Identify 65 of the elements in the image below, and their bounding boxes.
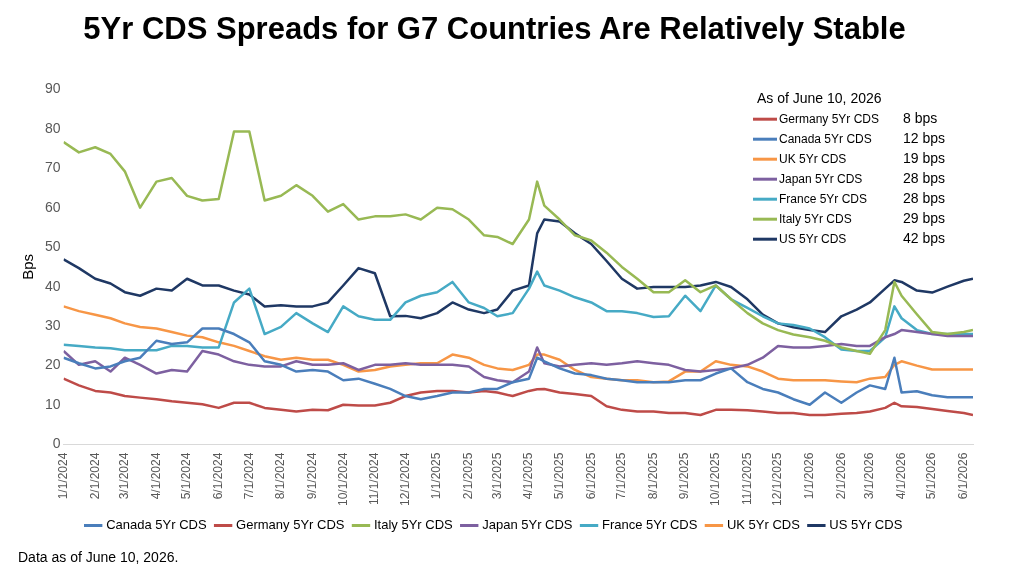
y-tick-label: 80 xyxy=(44,119,61,136)
x-tick-label: 11/1/2025 xyxy=(739,452,754,506)
x-tick-label: 1/1/2024 xyxy=(55,452,70,500)
y-tick-label: 10 xyxy=(44,395,61,412)
x-tick-label: 8/1/2025 xyxy=(645,452,660,500)
y-tick-label: 40 xyxy=(44,277,61,294)
x-tick-label: 11/1/2024 xyxy=(367,452,382,506)
annotation: 28 bps xyxy=(903,170,946,187)
x-tick-label: 2/1/2026 xyxy=(833,452,848,500)
legend-label: Japan 5Yr CDS xyxy=(482,517,573,533)
legend-label: France 5Yr CDS xyxy=(602,517,698,533)
x-tick-label: 5/1/2024 xyxy=(179,452,194,500)
x-tick-label: 12/1/2024 xyxy=(397,452,412,507)
x-tick-label: 4/1/2026 xyxy=(893,452,908,500)
legend-label: US 5Yr CDS xyxy=(829,517,903,533)
x-tick-label: 10/1/2024 xyxy=(335,452,350,507)
x-tick-label: 12/1/2025 xyxy=(770,452,785,507)
x-tick-label: 7/1/2024 xyxy=(241,452,256,500)
legend-label: UK 5Yr CDS xyxy=(726,517,801,533)
x-tick-label: 2/1/2024 xyxy=(87,452,102,500)
x-tick-label: 9/1/2025 xyxy=(677,452,692,500)
x-tick-label: 3/1/2024 xyxy=(117,452,132,500)
annotation: As of June 10, 2026 xyxy=(757,90,882,107)
y-tick-label: 70 xyxy=(44,159,61,176)
legend-label: Germany 5Yr CDS xyxy=(236,517,345,533)
x-tick-label: 5/1/2026 xyxy=(924,452,939,500)
x-tick-label: 8/1/2024 xyxy=(273,452,288,500)
x-tick-label: 7/1/2025 xyxy=(614,452,629,500)
annotation: 12 bps xyxy=(903,130,946,147)
x-tick-label: 1/1/2026 xyxy=(802,452,816,500)
annotation: Germany 5Yr CDS xyxy=(779,111,880,126)
x-tick-label: 4/1/2025 xyxy=(521,452,536,500)
x-tick-label: 1/1/2025 xyxy=(429,452,444,500)
y-axis-title: Bps xyxy=(19,253,37,280)
annotation: 29 bps xyxy=(903,210,946,227)
y-tick-label: 0 xyxy=(52,435,61,452)
y-tick-label: 50 xyxy=(44,238,61,255)
x-tick-label: 5/1/2025 xyxy=(551,452,566,500)
annotation: Canada 5Yr CDS xyxy=(779,131,872,146)
annotation: 42 bps xyxy=(903,230,946,247)
annotation: UK 5Yr CDS xyxy=(779,151,847,166)
x-tick-label: 6/1/2025 xyxy=(583,452,598,500)
annotation: US 5Yr CDS xyxy=(779,231,847,246)
annotation: 8 bps xyxy=(903,110,938,127)
y-tick-label: 30 xyxy=(44,317,61,333)
annotation: 28 bps xyxy=(903,190,946,207)
text: Data as of June 10, 2026. xyxy=(18,548,179,565)
y-tick-label: 60 xyxy=(44,198,61,215)
x-tick-label: 4/1/2024 xyxy=(148,452,163,500)
x-tick-label: 6/1/2026 xyxy=(956,452,971,500)
legend-label: Canada 5Yr CDS xyxy=(106,517,207,533)
chart-title: 5Yr CDS Spreads for G7 Countries Are Relatively Stable xyxy=(83,11,906,47)
x-tick-label: 10/1/2025 xyxy=(708,452,723,507)
annotation: Italy 5Yr CDS xyxy=(779,211,852,226)
y-tick-label: 20 xyxy=(44,356,61,373)
annotation: 19 bps xyxy=(903,150,946,167)
annotation: France 5Yr CDS xyxy=(779,191,868,206)
x-tick-label: 3/1/2026 xyxy=(862,452,877,500)
x-tick-label: 3/1/2025 xyxy=(489,452,504,500)
annotation: Japan 5Yr CDS xyxy=(779,171,863,186)
y-tick-label: 90 xyxy=(44,80,61,97)
x-tick-label: 9/1/2024 xyxy=(304,452,319,500)
x-tick-label: 6/1/2024 xyxy=(211,452,226,500)
legend-label: Italy 5Yr CDS xyxy=(373,517,454,533)
x-tick-label: 2/1/2025 xyxy=(461,452,476,500)
